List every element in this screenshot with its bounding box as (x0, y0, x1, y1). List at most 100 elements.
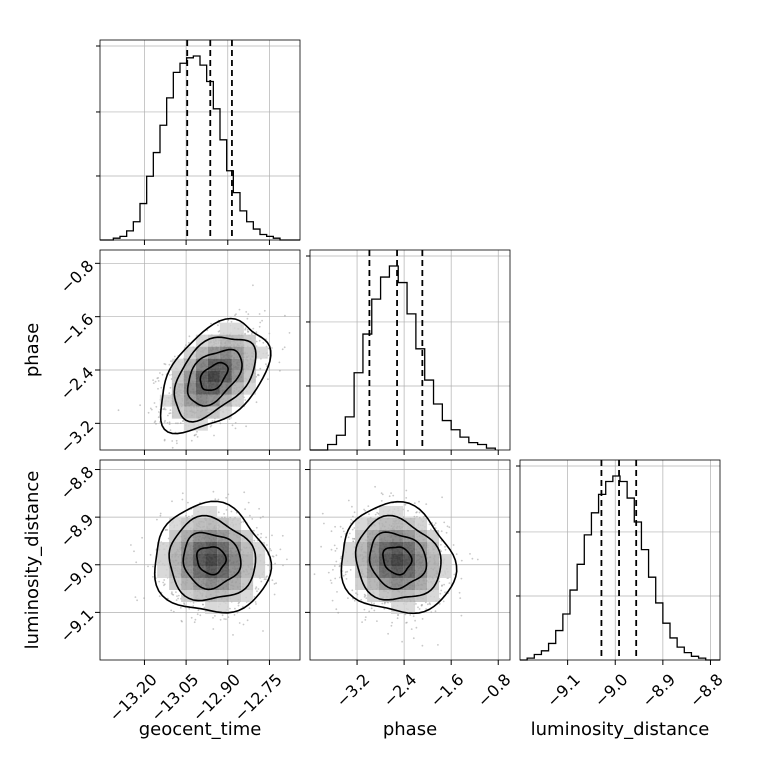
phase-vs-luminosity_distance-sample-point (350, 518, 353, 521)
geocent_time-vs-phase-sample-point (217, 330, 220, 333)
phase-vs-luminosity_distance-sample-point (380, 500, 383, 502)
geocent_time-vs-luminosity_distance-sample-point (180, 619, 183, 622)
geocent_time-vs-luminosity_distance-frame (99, 459, 301, 661)
phase-vs-luminosity_distance-xtick-label-0: −3.2 (332, 670, 373, 711)
phase-vs-luminosity_distance-density-cell (379, 566, 392, 578)
phase-vs-luminosity_distance-sample-point (390, 492, 392, 494)
luminosity_distance-hist-frame (519, 459, 721, 661)
geocent_time-vs-luminosity_distance-density-cell (241, 530, 254, 542)
geocent_time-vs-phase-sample-point (171, 440, 174, 442)
phase-vs-luminosity_distance-sample-point (329, 579, 332, 582)
geocent_time-vs-luminosity_distance-sample-point (255, 526, 258, 529)
geocent_time-vs-luminosity_distance-sample-point (133, 550, 135, 553)
phase-vs-luminosity_distance-density-cell (415, 578, 428, 590)
geocent_time-vs-luminosity_distance-sample-point (246, 619, 249, 622)
geocent_time-vs-luminosity_distance-sample-point (225, 496, 228, 499)
phase-vs-luminosity_distance-density-cell (343, 542, 356, 554)
phase-vs-luminosity_distance-sample-point (330, 530, 333, 533)
phase-vs-luminosity_distance-sample-point (421, 618, 424, 620)
phase-vs-luminosity_distance-density-cell (367, 530, 380, 542)
geocent_time-vs-luminosity_distance-sample-point (259, 517, 262, 519)
phase-vs-luminosity_distance-sample-point (460, 614, 463, 617)
phase-vs-luminosity_distance-density-cell (379, 542, 392, 554)
phase-vs-luminosity_distance-sample-point (331, 599, 334, 602)
geocent_time-vs-luminosity_distance-ytick-label-1: −9.0 (56, 558, 97, 599)
phase-vs-luminosity_distance-xtick-label-3: −0.8 (474, 670, 515, 711)
phase-vs-luminosity_distance-sample-point (445, 531, 448, 534)
phase-vs-luminosity_distance-sample-point (401, 640, 403, 643)
geocent_time-vs-luminosity_distance-sample-point (230, 510, 233, 513)
geocent_time-vs-luminosity_distance-sample-point (194, 618, 197, 621)
phase-vs-luminosity_distance-sample-point (414, 619, 416, 622)
phase-vs-luminosity_distance-sample-point (376, 620, 378, 622)
geocent_time-vs-phase-sample-point (219, 422, 222, 425)
geocent_time-vs-luminosity_distance-sample-point (264, 578, 267, 581)
geocent_time-vs-luminosity_distance-sample-point (201, 603, 204, 606)
geocent_time-vs-luminosity_distance-density-cell (205, 506, 218, 518)
phase-vs-luminosity_distance-sample-point (430, 611, 433, 613)
phase-vs-luminosity_distance-sample-point (342, 530, 345, 533)
phase-vs-luminosity_distance-density-cell (415, 518, 428, 530)
phase-vs-luminosity_distance-sample-point (404, 503, 407, 506)
phase-vs-luminosity_distance-sample-point (417, 606, 419, 609)
phase-vs-luminosity_distance-density-cell (415, 530, 428, 542)
phase-vs-luminosity_distance-sample-point (363, 608, 366, 611)
geocent_time-vs-luminosity_distance-sample-point (199, 614, 202, 617)
geocent_time-vs-phase-sample-point (163, 439, 166, 442)
phase-vs-luminosity_distance-sample-point (351, 505, 353, 508)
phase-vs-luminosity_distance-sample-point (412, 615, 415, 618)
phase-vs-luminosity_distance-density-cell (355, 554, 368, 566)
phase-vs-luminosity_distance-sample-point (356, 593, 359, 596)
geocent_time-vs-luminosity_distance-sample-point (188, 515, 190, 518)
phase-vs-luminosity_distance-sample-point (353, 511, 356, 514)
geocent_time-vs-phase-sample-point (168, 363, 171, 366)
geocent_time-vs-luminosity_distance-contour-0 (195, 546, 228, 576)
phase-vs-luminosity_distance-sample-point (330, 582, 333, 584)
geocent_time-vs-luminosity_distance-sample-point (183, 602, 185, 604)
phase-vs-luminosity_distance-sample-point (440, 530, 443, 533)
geocent_time-vs-luminosity_distance-sample-point (275, 554, 278, 557)
phase-vs-luminosity_distance-sample-point (427, 603, 429, 606)
phase-vs-luminosity_distance-sample-point (352, 515, 354, 518)
geocent_time-vs-luminosity_distance-density-cell (217, 602, 230, 614)
geocent_time-vs-phase-density-cell (195, 370, 208, 383)
geocent_time-vs-phase-ytick-label-2: −1.6 (56, 310, 97, 351)
phase-vs-luminosity_distance-sample-point (342, 574, 345, 577)
geocent_time-vs-luminosity_distance-sample-point (255, 603, 257, 605)
phase-vs-luminosity_distance-frame (309, 459, 511, 661)
phase-vs-luminosity_distance-sample-point (335, 560, 338, 563)
geocent_time-vs-phase-density-cell (183, 346, 196, 359)
geocent_time-vs-luminosity_distance-sample-point (196, 613, 199, 616)
phase-vs-luminosity_distance-density-cell (379, 518, 392, 530)
geocent_time-vs-phase-sample-point (168, 392, 171, 394)
geocent_time-vs-luminosity_distance-density-cell (229, 518, 242, 530)
phase-vs-luminosity_distance-sample-point (347, 536, 350, 539)
phase-vs-luminosity_distance-sample-point (406, 621, 408, 624)
geocent_time-vs-phase-sample-point (169, 412, 172, 414)
phase-vs-luminosity_distance-sample-point (444, 545, 446, 548)
geocent_time-vs-luminosity_distance-sample-point (257, 588, 260, 590)
geocent_time-vs-phase-sample-point (231, 424, 234, 427)
geocent_time-vs-luminosity_distance-sample-point (170, 609, 173, 612)
geocent_time-vs-phase-sample-point (267, 378, 269, 381)
phase-vs-luminosity_distance-sample-point (334, 577, 337, 580)
geocent_time-vs-luminosity_distance-sample-point (243, 491, 246, 494)
phase-vs-luminosity_distance-sample-point (448, 582, 451, 584)
geocent_time-vs-luminosity_distance-sample-point (212, 490, 215, 493)
geocent_time-vs-phase-sample-point (261, 319, 263, 322)
phase-vs-luminosity_distance-sample-point (320, 545, 322, 548)
phase-vs-luminosity_distance-sample-point (334, 525, 336, 528)
geocent_time-vs-phase-sample-point (209, 425, 212, 428)
phase-vs-luminosity_distance-xtick-label-2: −1.6 (427, 670, 468, 711)
phase-vs-luminosity_distance-sample-point (416, 515, 418, 518)
geocent_time-vs-luminosity_distance-sample-point (253, 529, 255, 532)
geocent_time-vs-phase-sample-point (210, 322, 212, 325)
phase-vs-luminosity_distance-sample-point (339, 557, 342, 560)
phase-vs-luminosity_distance-density-cell (427, 554, 440, 566)
geocent_time-vs-phase-density-cell (195, 406, 208, 419)
luminosity_distance-hist-xtick-label-2: −8.9 (638, 670, 679, 711)
geocent_time-vs-phase-sample-point (255, 331, 258, 334)
geocent_time-vs-luminosity_distance-sample-point (175, 591, 177, 593)
phase-vs-luminosity_distance-sample-point (410, 628, 413, 630)
phase-vs-luminosity_distance-sample-point (332, 568, 334, 571)
